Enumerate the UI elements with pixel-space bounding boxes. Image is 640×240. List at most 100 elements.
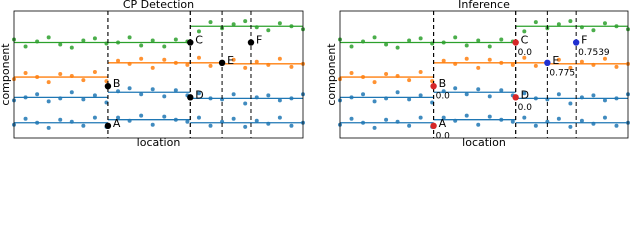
point [614,64,619,69]
point [162,57,167,62]
point [522,55,527,60]
point [116,115,121,120]
point [476,38,481,43]
x-axis-label: location [462,136,506,147]
x-axis-label: location [137,136,181,147]
point [556,57,561,62]
point [407,38,412,43]
point [591,93,596,98]
point [395,90,400,95]
point [418,115,423,120]
point [579,59,584,64]
changepoint-label: B [113,77,121,90]
point [139,56,144,61]
point [510,119,515,124]
point [476,65,481,70]
point [568,19,573,24]
point [81,38,86,43]
point [196,91,201,96]
point [23,44,28,49]
changepoint-marker [430,82,437,90]
changepoint-marker [512,39,519,46]
changepoint-label: C [521,33,529,46]
changepoint-label: F [256,33,262,46]
changepoint-label: F [581,33,587,46]
point [407,78,412,83]
point [453,86,458,91]
point [231,22,236,27]
point [487,114,492,119]
point [522,115,527,120]
point [499,37,504,42]
changepoint-marker [104,82,112,90]
figure: CP Detection location component A B C D E F Infer… [0,0,630,147]
point [372,35,377,40]
point [35,92,40,97]
point [361,92,366,97]
point [266,28,271,33]
point [92,115,97,120]
point [196,55,201,60]
changepoint-label: B [439,77,447,90]
point [127,35,132,40]
point [499,88,504,93]
changepoint-marker [544,59,551,67]
point [196,115,201,120]
point [441,115,446,120]
point [384,71,389,76]
point [533,20,538,25]
point [464,113,469,118]
point [568,65,573,70]
point [23,70,28,75]
point [384,117,389,122]
point [185,62,190,67]
point [173,37,178,42]
point [372,80,377,85]
changepoint-marker [187,39,194,46]
point [243,65,248,70]
point [196,29,201,34]
point [46,80,51,85]
point [139,43,144,48]
point [231,116,236,121]
changepoint-label: A [439,117,447,130]
changepoint-marker [187,94,194,101]
point [150,38,155,43]
point [349,70,354,75]
point [173,88,178,93]
point [277,21,282,26]
point [243,19,248,24]
point [602,115,607,120]
y-axis-label: component [325,43,338,106]
point [243,101,248,106]
point [522,29,527,34]
point [289,64,294,69]
point [58,117,63,122]
point [556,22,561,27]
point [127,86,132,91]
point [602,21,607,26]
point [231,92,236,97]
point [92,69,97,74]
point [231,57,236,62]
point [277,115,282,120]
changepoint-label: D [521,88,529,101]
changepoint-label: E [227,54,234,67]
point [23,116,28,121]
point [464,92,469,97]
changepoint-label: A [113,117,121,130]
point [384,42,389,47]
point [418,93,423,98]
point [556,116,561,121]
point [487,94,492,99]
point [116,58,121,63]
plot-frame [13,10,304,139]
point [69,45,74,50]
point [150,87,155,92]
point [277,56,282,61]
point [476,122,481,127]
point [277,98,282,103]
point [591,28,596,33]
point [568,124,573,129]
point [69,90,74,95]
